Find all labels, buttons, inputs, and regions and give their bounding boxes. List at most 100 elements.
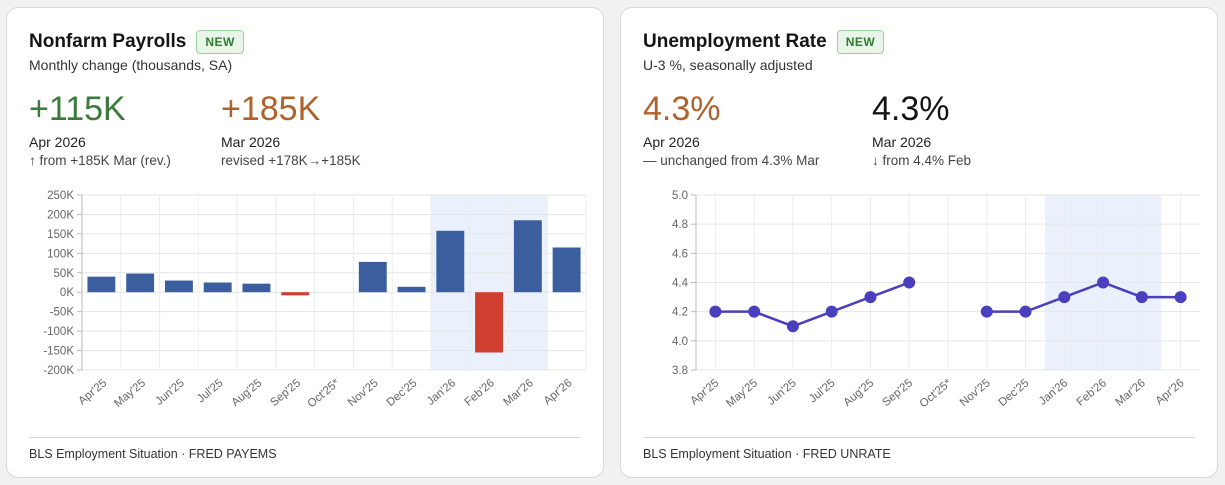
payrolls-primary-note: ↑ from +185K Mar (rev.) [29, 153, 171, 168]
payrolls-ytick-label: -150K [43, 346, 74, 358]
payrolls-bar-apr-26 [552, 247, 581, 293]
unemployment-secondary-value: 4.3% [872, 90, 950, 128]
unemployment-point-dec-25 [1019, 305, 1032, 318]
unemployment-source: BLS Employment Situation · FRED UNRATE [643, 447, 891, 461]
payrolls-secondary-note: revised +178K→+185K [221, 153, 361, 168]
unemployment-new-badge: NEW [836, 30, 885, 54]
unemployment-stat-primary: 4.3% Apr 2026 — unchanged from 4.3% Mar [643, 88, 819, 168]
unemployment-xtick-mar-26: Mar'26 [1113, 377, 1147, 409]
payrolls-card: Nonfarm Payrolls NEW Monthly change (tho… [6, 7, 604, 478]
unemployment-primary-period: Apr 2026 [643, 134, 700, 150]
unemployment-ytick-label: 4.8 [672, 219, 688, 231]
unemployment-xtick-apr-25: Apr'25 [688, 377, 721, 407]
unemployment-xtick-oct-25: Oct'25* [918, 377, 955, 411]
payrolls-primary-value: +115K [29, 90, 126, 128]
payrolls-source: BLS Employment Situation · FRED PAYEMS [29, 447, 277, 461]
payrolls-header: Nonfarm Payrolls NEW [29, 30, 244, 54]
unemployment-primary-value: 4.3% [643, 90, 721, 128]
unemployment-xtick-apr-26: Apr'26 [1154, 377, 1187, 407]
payrolls-ytick-label: 50K [54, 268, 75, 280]
unemployment-ytick-label: 4.6 [672, 248, 688, 260]
payrolls-bar-apr-25 [87, 276, 116, 293]
payrolls-bar-nov-25 [358, 261, 387, 293]
payrolls-xtick-feb-26: Feb'26 [463, 377, 497, 409]
payrolls-bar-jun-25 [164, 280, 193, 293]
payrolls-ytick-label: -100K [43, 326, 74, 338]
payrolls-ytick-label: 150K [47, 229, 74, 241]
unemployment-xtick-jan-26: Jan'26 [1037, 377, 1070, 408]
unemployment-title: Unemployment Rate [643, 31, 827, 52]
unemployment-point-nov-25 [980, 305, 993, 318]
payrolls-xtick-dec-25: Dec'25 [385, 377, 420, 409]
payrolls-xtick-mar-26: Mar'26 [501, 377, 535, 409]
payrolls-stat-primary: +115K Apr 2026 ↑ from +185K Mar (rev.) [29, 88, 171, 168]
payrolls-xtick-aug-25: Aug'25 [230, 377, 265, 409]
unemployment-ytick-label: 3.8 [672, 365, 688, 377]
unemployment-xtick-may-25: May'25 [724, 377, 760, 410]
payrolls-bar-mar-26 [513, 220, 542, 293]
unemployment-point-feb-26 [1097, 276, 1110, 289]
unemployment-ytick-label: 4.2 [672, 307, 688, 319]
payrolls-bar-aug-25 [242, 283, 271, 293]
payrolls-stat-secondary: +185K Mar 2026 revised +178K→+185K [221, 88, 361, 168]
payrolls-secondary-value: +185K [221, 90, 321, 128]
payrolls-primary-period: Apr 2026 [29, 134, 86, 150]
payrolls-xtick-apr-26: Apr'26 [542, 377, 575, 407]
payrolls-bar-jan-26 [436, 230, 465, 293]
payrolls-bar-sep-25 [281, 292, 310, 296]
unemployment-subtitle: U-3 %, seasonally adjusted [643, 57, 813, 73]
payrolls-xtick-oct-25: Oct'25* [306, 377, 343, 411]
unemployment-card: Unemployment Rate NEW U-3 %, seasonally … [620, 7, 1218, 478]
payrolls-ytick-label: 100K [47, 248, 74, 260]
payrolls-secondary-period: Mar 2026 [221, 134, 281, 150]
payrolls-xtick-nov-25: Nov'25 [346, 377, 381, 409]
payrolls-bar-chart: -200K -150K -100K -50K 0K 50K 100K 150K 200K 250K… [43, 190, 587, 411]
unemployment-xtick-sep-25: Sep'25 [880, 377, 915, 409]
unemployment-xtick-feb-26: Feb'26 [1075, 377, 1109, 409]
unemployment-point-aug-25 [864, 291, 877, 304]
unemployment-secondary-note: ↓ from 4.4% Feb [872, 153, 972, 168]
payrolls-bar-jul-25 [203, 282, 232, 293]
unemployment-secondary-period: Mar 2026 [872, 134, 932, 150]
payrolls-xtick-may-25: May'25 [112, 377, 148, 410]
payrolls-ytick-label: 200K [47, 209, 74, 221]
payrolls-xtick-apr-25: Apr'25 [76, 377, 109, 407]
payrolls-divider [29, 437, 581, 438]
unemployment-point-may-25 [748, 305, 761, 318]
unemployment-ytick-label: 4.0 [672, 336, 688, 348]
unemployment-xtick-dec-25: Dec'25 [997, 377, 1032, 409]
unemployment-xtick-jul-25: Jul'25 [807, 377, 837, 405]
payrolls-bar-may-25 [126, 273, 155, 293]
payrolls-subtitle: Monthly change (thousands, SA) [29, 57, 233, 73]
unemployment-point-apr-25 [709, 305, 722, 318]
payrolls-xtick-jul-25: Jul'25 [195, 377, 225, 405]
unemployment-point-apr-26 [1174, 291, 1187, 304]
unemployment-ytick-label: 5.0 [672, 190, 688, 202]
payrolls-bar-dec-25 [397, 286, 426, 293]
payrolls-xtick-jan-26: Jan'26 [425, 377, 458, 408]
payrolls-xtick-sep-25: Sep'25 [268, 377, 303, 409]
payrolls-ytick-label: -50K [50, 307, 75, 319]
unemployment-xtick-nov-25: Nov'25 [958, 377, 993, 409]
payrolls-ytick-label: -200K [43, 365, 74, 377]
unemployment-point-jul-25 [825, 305, 838, 318]
unemployment-xtick-jun-25: Jun'25 [765, 377, 798, 408]
payrolls-ytick-label: 0K [60, 287, 74, 299]
unemployment-stat-secondary: 4.3% Mar 2026 ↓ from 4.4% Feb [872, 88, 971, 168]
unemployment-series-line-1 [715, 281, 910, 328]
payrolls-xtick-jun-25: Jun'25 [153, 377, 186, 408]
unemployment-ytick-label: 4.4 [672, 278, 689, 290]
unemployment-point-jan-26 [1058, 291, 1071, 304]
unemployment-xtick-aug-25: Aug'25 [842, 377, 877, 409]
unemployment-header: Unemployment Rate NEW [643, 30, 885, 54]
unemployment-divider [643, 437, 1195, 438]
payrolls-bar-feb-26 [475, 292, 504, 353]
payrolls-new-badge: NEW [196, 30, 244, 54]
payrolls-ytick-label: 250K [47, 190, 74, 202]
unemployment-line-chart: 3.8 4.0 4.2 4.4 4.6 4.8 5.0 Apr'25 May'25 Jun'25 J… [672, 190, 1200, 411]
payrolls-title: Nonfarm Payrolls [29, 31, 187, 52]
unemployment-point-mar-26 [1135, 291, 1148, 304]
unemployment-point-jun-25 [786, 320, 799, 333]
unemployment-point-sep-25 [903, 276, 916, 289]
unemployment-primary-note: — unchanged from 4.3% Mar [643, 153, 820, 168]
